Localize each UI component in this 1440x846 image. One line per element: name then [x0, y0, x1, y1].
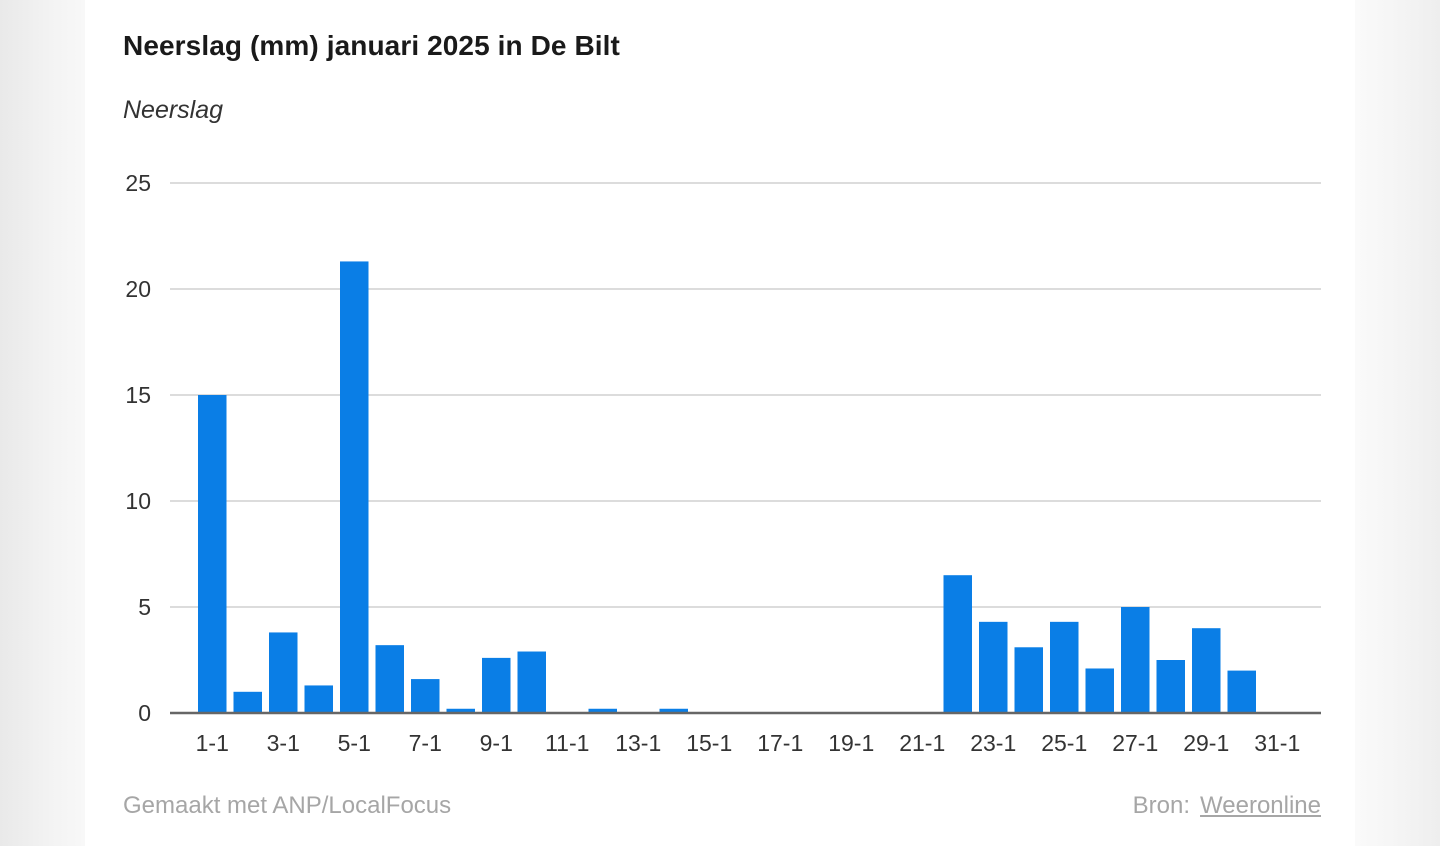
bar	[1192, 628, 1221, 713]
x-tick-label: 27-1	[1112, 730, 1158, 756]
bar	[233, 691, 262, 713]
x-tick-label: 31-1	[1254, 730, 1300, 756]
bar	[198, 395, 227, 713]
x-tick-label: 11-1	[545, 730, 589, 756]
bar	[1050, 621, 1079, 713]
x-tick-label: 3-1	[267, 730, 300, 756]
bar	[659, 708, 688, 713]
y-tick-label: 15	[125, 382, 151, 408]
bar	[1121, 607, 1150, 713]
x-tick-label: 29-1	[1183, 730, 1229, 756]
background-left	[0, 0, 85, 846]
bar	[482, 657, 511, 713]
x-tick-label: 25-1	[1041, 730, 1087, 756]
bar-chart: 0 5 10 15 20 25 1-1 3-1 5-1 7-1 9-1 11-1 13-1 15-1 17-…	[125, 170, 1321, 756]
x-tick-label: 1-1	[196, 730, 229, 756]
y-tick-label: 25	[125, 170, 151, 196]
x-tick-label: 23-1	[970, 730, 1016, 756]
bar	[269, 632, 298, 713]
y-tick-label: 5	[138, 594, 151, 620]
bar	[517, 651, 546, 713]
x-tick-label: 21-1	[899, 730, 945, 756]
x-tick-label: 5-1	[338, 730, 371, 756]
chart-title: Neerslag (mm) januari 2025 in De Bilt	[123, 30, 620, 61]
chart-subtitle: Neerslag	[123, 96, 224, 124]
bar	[1085, 668, 1114, 713]
bar	[304, 685, 333, 713]
bar	[446, 708, 475, 713]
credit-text: Gemaakt met ANP/LocalFocus	[123, 792, 452, 819]
bar	[1014, 647, 1043, 713]
bar	[588, 708, 617, 713]
y-tick-label: 20	[125, 276, 151, 302]
x-tick-label: 19-1	[828, 730, 874, 756]
x-tick-label: 7-1	[409, 730, 442, 756]
y-tick-label: 10	[125, 488, 151, 514]
bar	[1227, 670, 1256, 713]
x-tick-label: 9-1	[480, 730, 513, 756]
bar	[375, 645, 404, 713]
source-link[interactable]: Weeronline	[1200, 792, 1321, 819]
bar	[1156, 660, 1185, 713]
chart-card: Neerslag (mm) januari 2025 in De Bilt Ne…	[85, 0, 1355, 846]
bar	[943, 575, 972, 713]
bar	[979, 621, 1008, 713]
x-tick-label: 13-1	[615, 730, 661, 756]
bar	[340, 261, 369, 713]
x-tick-label: 15-1	[686, 730, 732, 756]
x-tick-label: 17-1	[757, 730, 803, 756]
background-right	[1355, 0, 1440, 846]
source-label: Bron:	[1132, 792, 1191, 819]
source-line: Bron: Weeronline	[1133, 792, 1321, 820]
bar	[411, 679, 440, 713]
y-tick-label: 0	[138, 700, 151, 726]
